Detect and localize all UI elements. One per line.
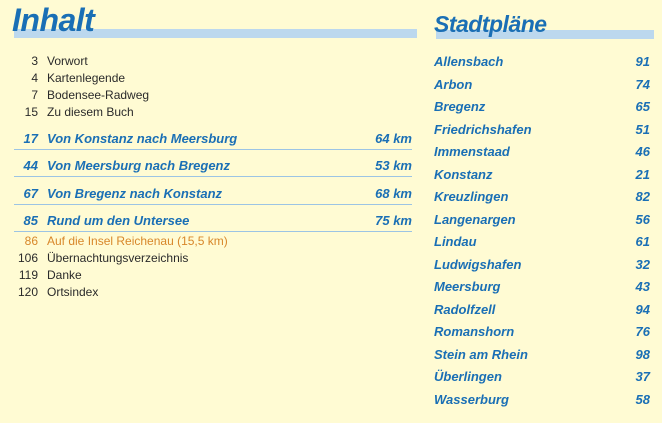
city-page: 91	[635, 54, 650, 69]
city-entry[interactable]: Romanshorn 76	[434, 324, 650, 344]
toc-label: Auf die Insel Reichenau (15,5 km)	[47, 234, 228, 248]
city-page: 56	[635, 212, 650, 227]
toc-page-number: 3	[31, 54, 38, 68]
route-label: Von Bregenz nach Konstanz	[47, 186, 223, 201]
toc-page-number: 86	[24, 234, 38, 248]
toc-entry-ortsindex[interactable]: 120 Ortsindex	[14, 285, 414, 302]
city-entry[interactable]: Konstanz 21	[434, 167, 650, 187]
city-name: Wasserburg	[434, 392, 509, 407]
city-entry[interactable]: Überlingen 37	[434, 369, 650, 389]
route-entry-konstanz-meersburg[interactable]: 17 Von Konstanz nach Meersburg 64 km	[14, 129, 412, 150]
city-entry[interactable]: Allensbach 91	[434, 54, 650, 74]
inhalt-title-bar	[14, 29, 417, 38]
toc-label: Zu diesem Buch	[47, 105, 134, 119]
city-page: 21	[635, 167, 650, 182]
city-page: 98	[635, 347, 650, 362]
city-entry[interactable]: Arbon 74	[434, 77, 650, 97]
route-page-number: 85	[23, 213, 38, 228]
city-name: Konstanz	[434, 167, 493, 182]
city-page: 74	[635, 77, 650, 92]
city-name: Friedrichshafen	[434, 122, 532, 137]
toc-label: Vorwort	[47, 54, 88, 68]
route-distance: 75 km	[375, 213, 412, 228]
inhalt-title: Inhalt	[12, 2, 95, 38]
toc-label: Bodensee-Radweg	[47, 88, 150, 102]
city-page: 43	[635, 279, 650, 294]
route-label: Rund um den Untersee	[47, 213, 190, 228]
city-page: 65	[635, 99, 650, 114]
route-page-number: 17	[23, 131, 38, 146]
toc-label: Kartenlegende	[47, 71, 126, 85]
city-name: Ludwigshafen	[434, 257, 522, 272]
city-name: Meersburg	[434, 279, 501, 294]
city-page: 82	[635, 189, 650, 204]
toc-page-number: 4	[31, 71, 38, 85]
city-name: Radolfzell	[434, 302, 496, 317]
city-page: 37	[635, 369, 650, 384]
toc-page-number: 120	[17, 285, 38, 299]
city-entry[interactable]: Lindau 61	[434, 234, 650, 254]
toc-label: Ortsindex	[47, 285, 99, 299]
route-entry-untersee[interactable]: 85 Rund um den Untersee 75 km	[14, 211, 412, 232]
city-name: Immenstaad	[434, 144, 510, 159]
city-name: Arbon	[434, 77, 473, 92]
city-page: 32	[635, 257, 650, 272]
toc-entry-zu-diesem-buch[interactable]: 15 Zu diesem Buch	[14, 105, 414, 122]
city-page: 58	[635, 392, 650, 407]
route-label: Von Meersburg nach Bregenz	[47, 158, 230, 173]
city-name: Bregenz	[434, 99, 486, 114]
route-entry-meersburg-bregenz[interactable]: 44 Von Meersburg nach Bregenz 53 km	[14, 156, 412, 177]
city-entry[interactable]: Ludwigshafen 32	[434, 257, 650, 277]
city-page: 61	[635, 234, 650, 249]
toc-label: Übernachtungsverzeichnis	[47, 251, 189, 265]
stadtplaene-title-bar	[436, 30, 654, 39]
toc-page-number: 7	[31, 88, 38, 102]
route-distance: 53 km	[375, 158, 412, 173]
toc-label: Danke	[47, 268, 82, 282]
route-page-number: 67	[23, 186, 38, 201]
route-page-number: 44	[23, 158, 38, 173]
city-name: Stein am Rhein	[434, 347, 528, 362]
city-entry[interactable]: Meersburg 43	[434, 279, 650, 299]
city-entry[interactable]: Bregenz 65	[434, 99, 650, 119]
toc-entry-insel-reichenau[interactable]: 86 Auf die Insel Reichenau (15,5 km)	[14, 234, 414, 251]
city-name: Langenargen	[434, 212, 516, 227]
toc-page-number: 119	[18, 268, 38, 282]
route-distance: 68 km	[375, 186, 412, 201]
city-page: 76	[635, 324, 650, 339]
city-name: Romanshorn	[434, 324, 515, 339]
city-entry[interactable]: Friedrichshafen 51	[434, 122, 650, 142]
toc-page-number: 15	[24, 105, 38, 119]
toc-entry-vorwort[interactable]: 3 Vorwort	[14, 54, 414, 71]
route-entry-bregenz-konstanz[interactable]: 67 Von Bregenz nach Konstanz 68 km	[14, 184, 412, 205]
city-entry[interactable]: Langenargen 56	[434, 212, 650, 232]
city-name: Allensbach	[434, 54, 504, 69]
toc-page-number: 106	[17, 251, 38, 265]
city-page: 46	[635, 144, 650, 159]
city-page: 94	[635, 302, 650, 317]
city-name: Überlingen	[434, 369, 502, 384]
city-entry[interactable]: Stein am Rhein 98	[434, 347, 650, 367]
city-entry[interactable]: Radolfzell 94	[434, 302, 650, 322]
route-distance: 64 km	[375, 131, 412, 146]
city-entry[interactable]: Wasserburg 58	[434, 392, 650, 412]
city-name: Kreuzlingen	[434, 189, 509, 204]
city-page: 51	[635, 122, 650, 137]
city-entry[interactable]: Immenstaad 46	[434, 144, 650, 164]
city-name: Lindau	[434, 234, 477, 249]
toc-entry-kartenlegende[interactable]: 4 Kartenlegende	[14, 71, 414, 88]
city-entry[interactable]: Kreuzlingen 82	[434, 189, 650, 209]
stadtplaene-title: Stadtpläne	[434, 11, 547, 37]
toc-entry-danke[interactable]: 119 Danke	[14, 268, 414, 285]
route-label: Von Konstanz nach Meersburg	[47, 131, 238, 146]
toc-entry-bodensee-radweg[interactable]: 7 Bodensee-Radweg	[14, 88, 414, 105]
toc-entry-uebernachtung[interactable]: 106 Übernachtungsverzeichnis	[14, 251, 414, 268]
